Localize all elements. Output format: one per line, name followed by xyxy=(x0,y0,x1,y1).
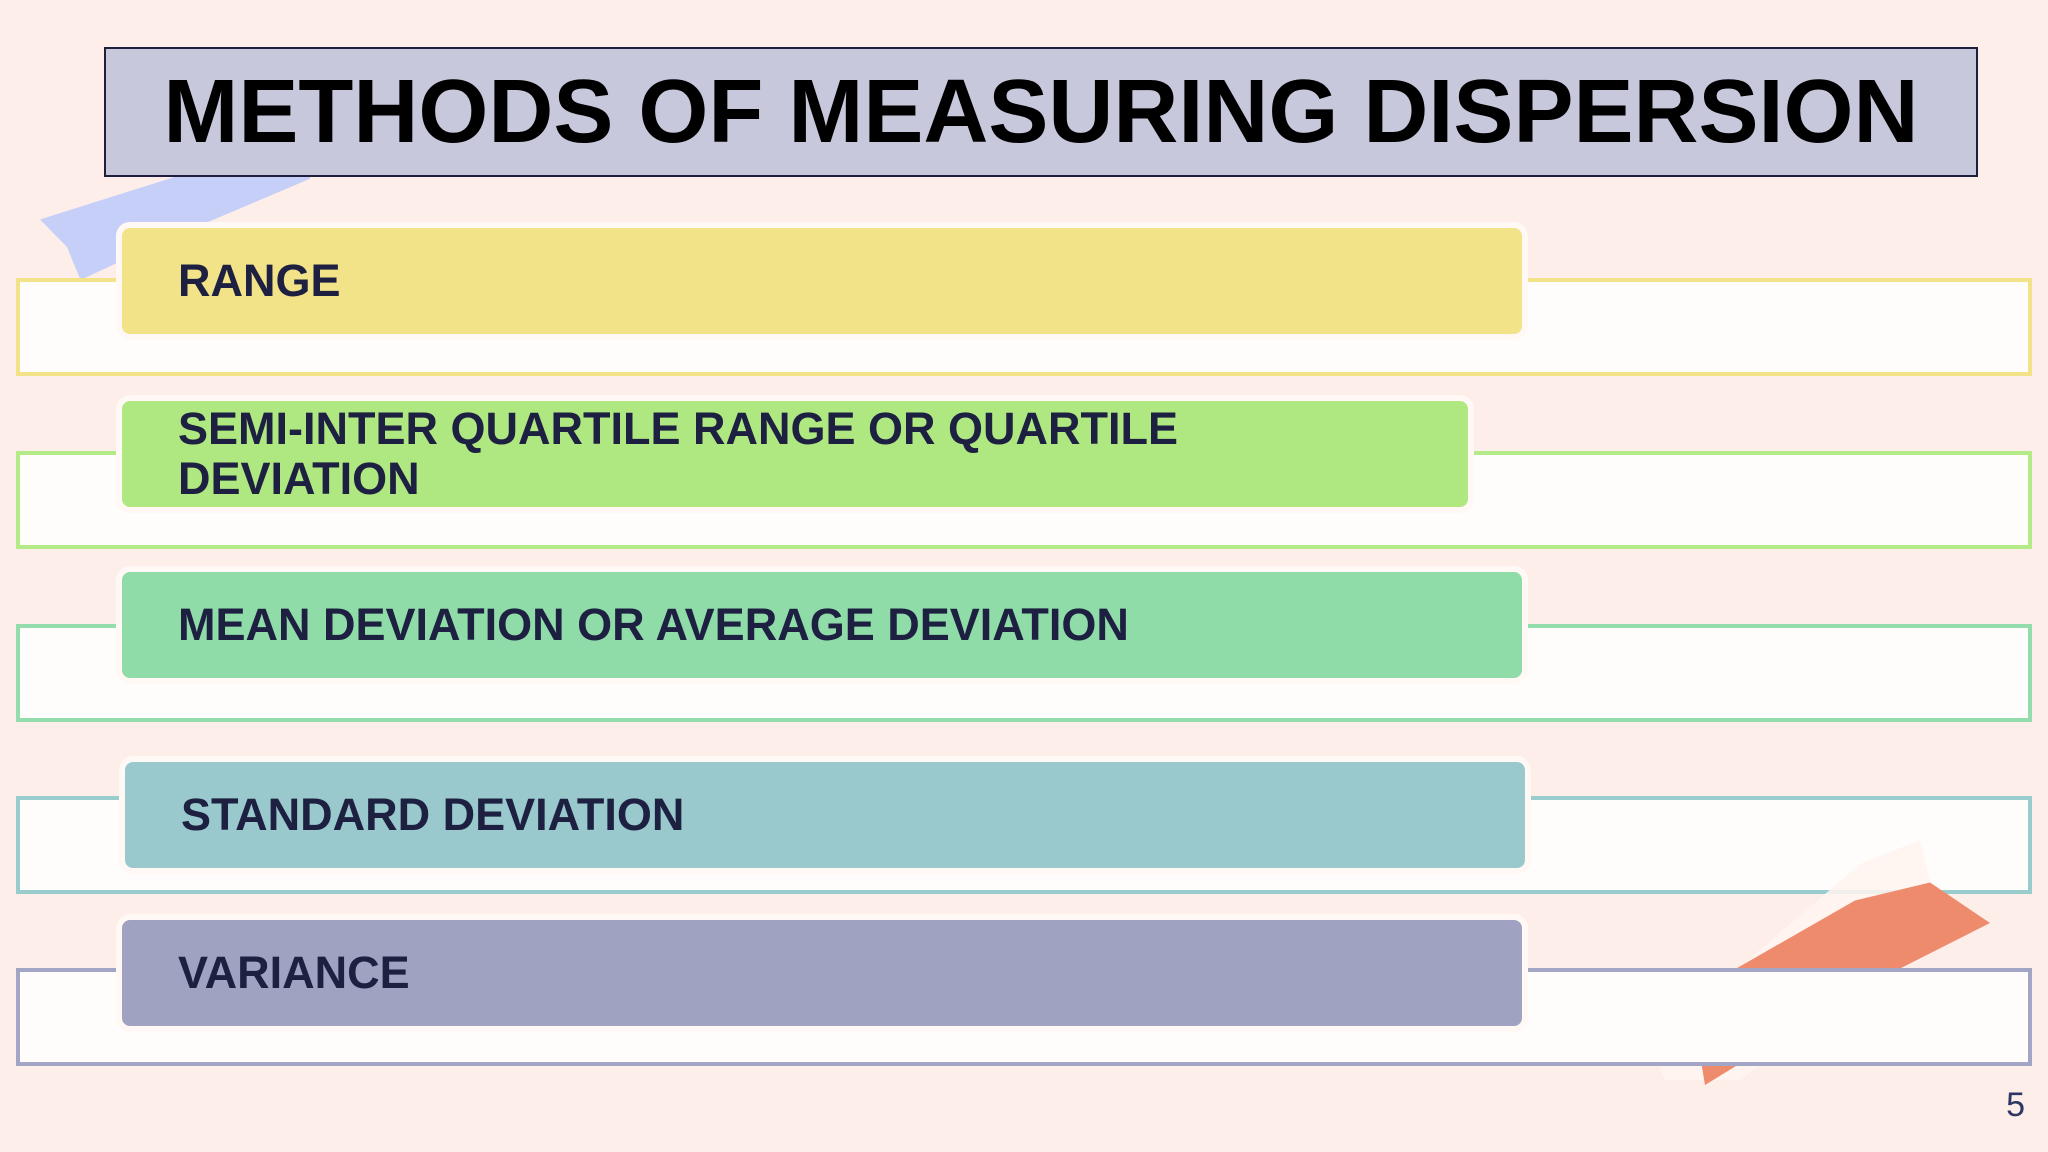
list-item-label: MEAN DEVIATION OR AVERAGE DEVIATION xyxy=(178,599,1129,650)
slide-title: METHODS OF MEASURING DISPERSION xyxy=(163,61,1919,162)
list-item-label: RANGE xyxy=(178,255,341,306)
row-pill: MEAN DEVIATION OR AVERAGE DEVIATION xyxy=(116,566,1528,684)
row-pill: VARIANCE xyxy=(116,914,1528,1032)
row-pill: STANDARD DEVIATION xyxy=(119,756,1531,874)
list-item-label: VARIANCE xyxy=(178,947,410,998)
row-pill: RANGE xyxy=(116,222,1528,340)
list-item-label: SEMI-INTER QUARTILE RANGE OR QUARTILE DE… xyxy=(178,403,1178,504)
list-item-label: STANDARD DEVIATION xyxy=(181,789,685,840)
row-pill: SEMI-INTER QUARTILE RANGE OR QUARTILE DE… xyxy=(116,395,1474,513)
page-number: 5 xyxy=(2006,1086,2025,1124)
title-box: METHODS OF MEASURING DISPERSION xyxy=(104,47,1978,177)
